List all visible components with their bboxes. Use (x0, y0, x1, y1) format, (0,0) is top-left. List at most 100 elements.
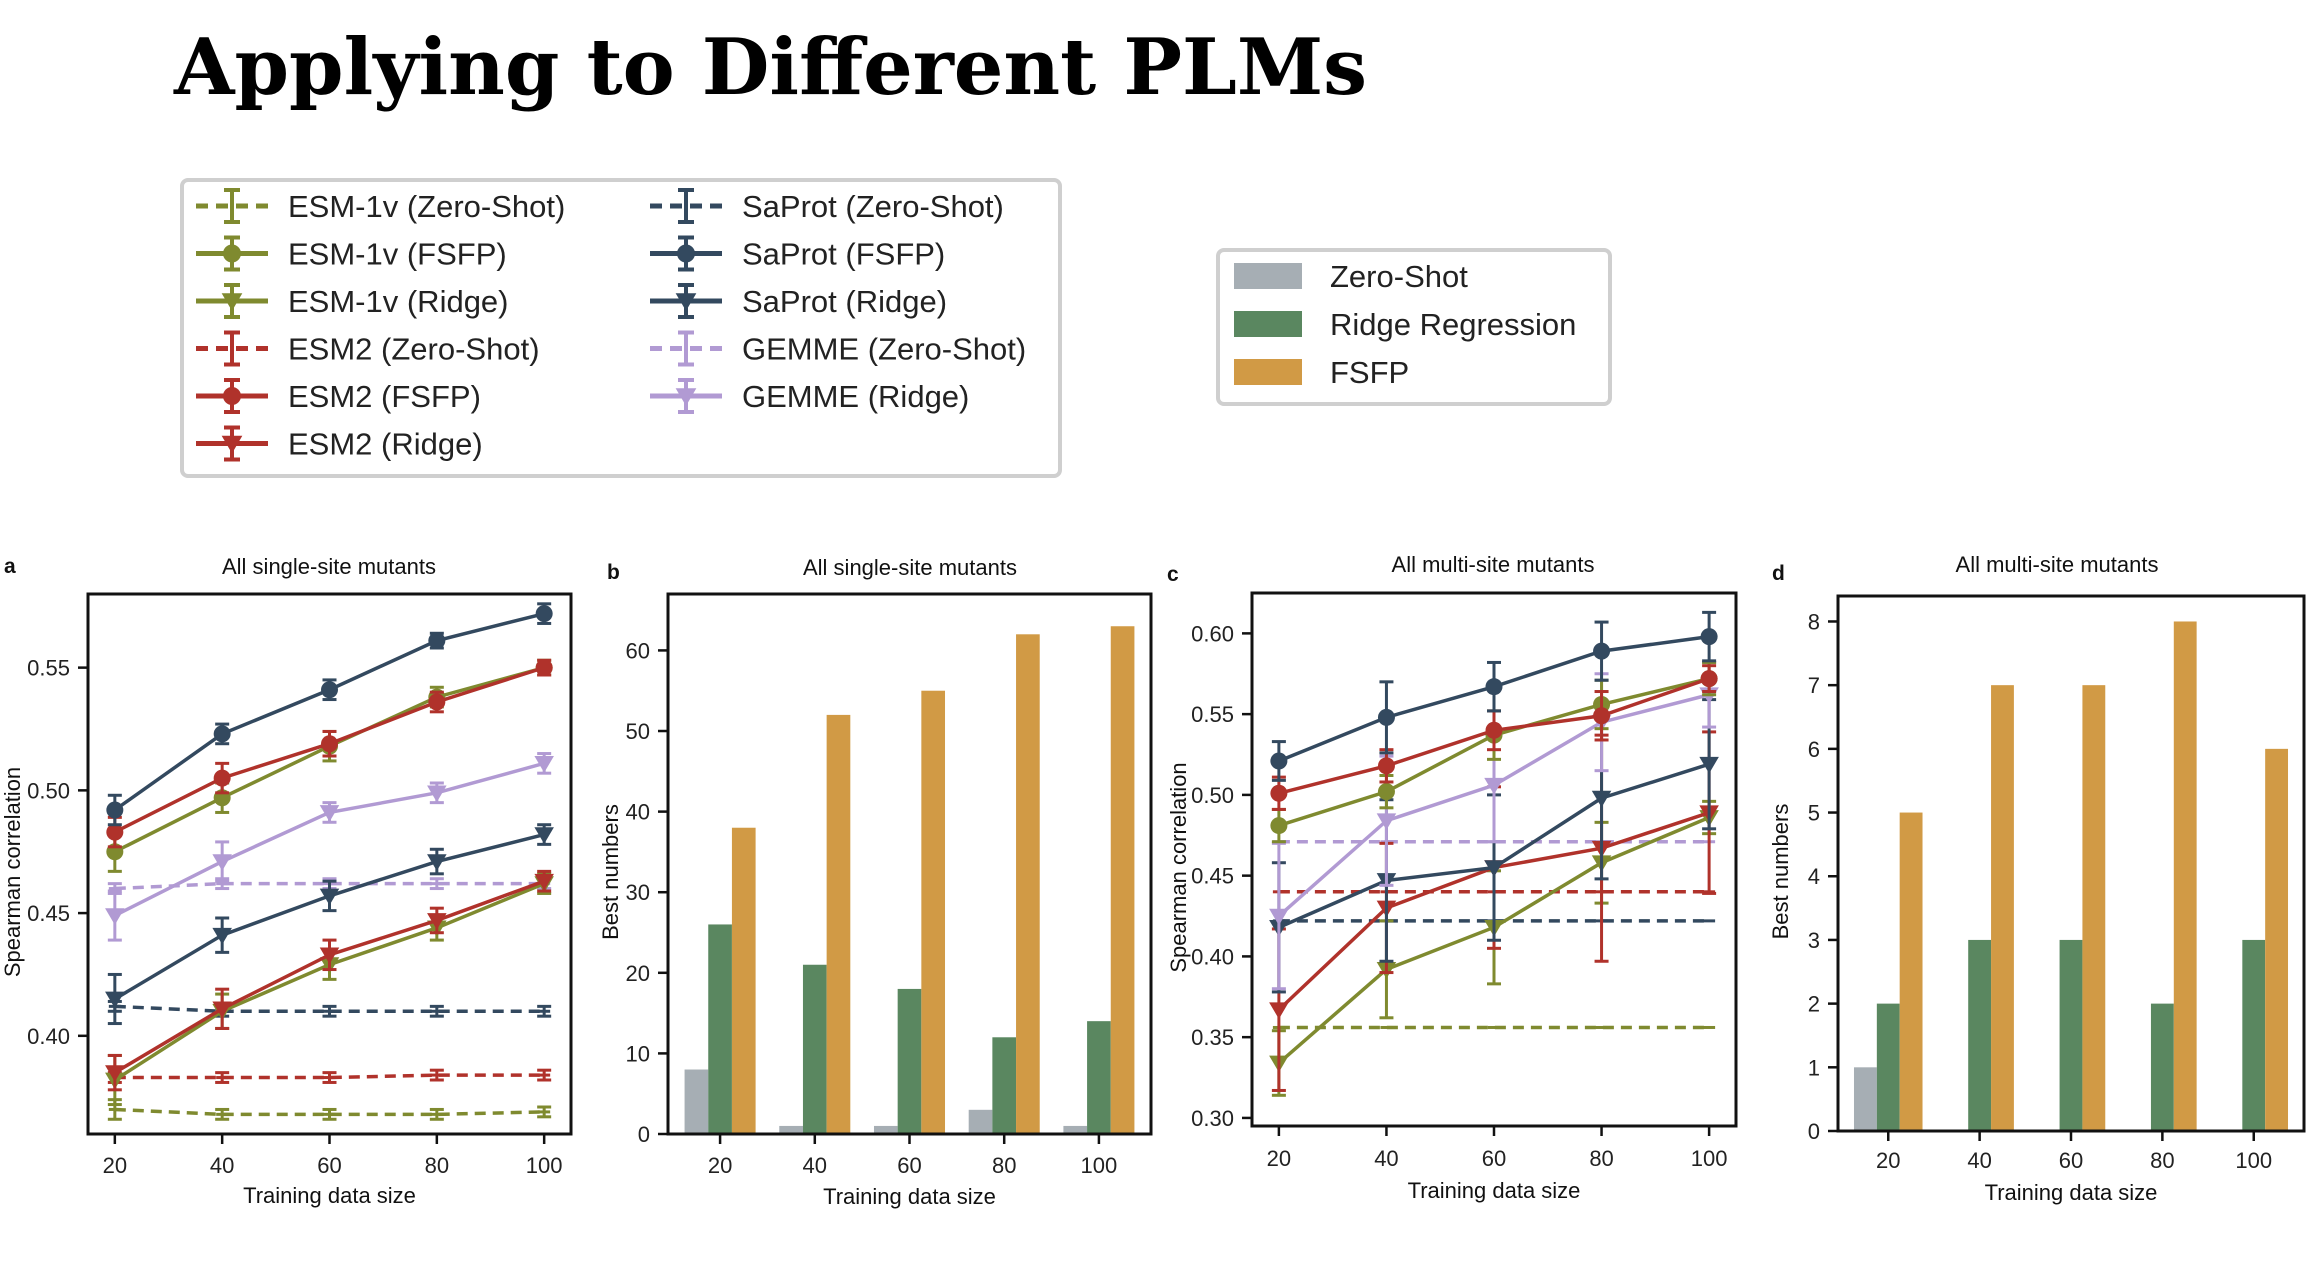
series-esm-1v-zero-shot (107, 1098, 552, 1121)
data-point (1376, 813, 1397, 831)
bar-ridge-regression-20 (708, 924, 732, 1134)
x-tick-label: 80 (1589, 1146, 1613, 1171)
legend-label: GEMME (Zero-Shot) (742, 332, 1026, 367)
data-point (1593, 642, 1611, 660)
legend-entry-esm2-fsfp: ESM2 (FSFP) (196, 378, 481, 414)
data-point (1485, 721, 1503, 739)
bar-ridge-regression-40 (802, 964, 827, 1134)
data-point (212, 1001, 232, 1019)
series-esm2-fsfp (1270, 664, 1718, 811)
legend-label: ESM-1v (Ridge) (288, 284, 509, 319)
x-tick-label: 20 (708, 1153, 732, 1178)
chart-title: All multi-site mutants (1392, 552, 1595, 577)
panel-letter: c (1167, 563, 1179, 586)
legend-marker-tri (675, 293, 697, 311)
data-point (106, 823, 124, 841)
y-tick-label: 50 (626, 719, 650, 744)
bar-ridge-regression-80 (992, 1037, 1017, 1134)
legend-entry-esm2-zero-shot: ESM2 (Zero-Shot) (196, 330, 540, 367)
bar-legend-swatch (1234, 311, 1302, 337)
legend-marker-circle (223, 244, 241, 263)
data-point (535, 659, 553, 677)
x-tick-label: 40 (1967, 1148, 1991, 1173)
bar-fsfp-80 (2173, 621, 2197, 1131)
x-tick-label: 40 (803, 1153, 827, 1178)
data-point (105, 908, 125, 925)
bar-zero-shot-100 (1063, 1125, 1088, 1134)
data-point (213, 769, 231, 787)
y-axis-label: Best numbers (598, 804, 623, 940)
data-point (1484, 860, 1504, 877)
bar-legend: Zero-Shot Ridge Regression FSFP (1216, 248, 1612, 406)
x-tick-label: 20 (103, 1153, 127, 1178)
y-tick-label: 0.60 (1191, 621, 1234, 646)
data-point (427, 913, 447, 930)
bar-zero-shot-20 (684, 1069, 709, 1134)
y-tick-label: 0.40 (27, 1024, 70, 1049)
legend-marker-circle (677, 244, 695, 263)
bar-zero-shot-20 (1853, 1067, 1877, 1131)
legend-entry-esm-1v-ridge: ESM-1v (Ridge) (196, 283, 509, 319)
x-tick-label: 40 (1374, 1146, 1398, 1171)
y-tick-label: 0 (1808, 1119, 1820, 1144)
y-tick-label: 0 (638, 1122, 650, 1147)
data-point (105, 1065, 125, 1082)
legend-entry-esm-1v-zero-shot: ESM-1v (Zero-Shot) (196, 188, 565, 224)
bar-legend-label: Ridge Regression (1330, 307, 1576, 342)
x-axis-label: Training data size (243, 1183, 416, 1208)
y-tick-label: 0.40 (1191, 944, 1234, 969)
bar-legend-swatch (1234, 359, 1302, 385)
bar-fsfp-100 (2265, 748, 2289, 1131)
data-point (1591, 790, 1612, 808)
series-esm2-fsfp (106, 658, 553, 849)
data-point (105, 991, 125, 1009)
data-point (535, 605, 553, 623)
bar-ridge-regression-80 (2150, 1003, 2174, 1131)
legend-label: ESM2 (Zero-Shot) (288, 332, 540, 367)
data-point (213, 725, 231, 743)
chart-d: 20 40 60 80 100 0 1 2 3 4 5 6 7 8 d All multi-site muta… (1768, 552, 2306, 1205)
bar-zero-shot-40 (779, 1125, 803, 1134)
data-point (1269, 908, 1289, 926)
bar-legend-entry-fsfp: FSFP (1234, 355, 1409, 390)
data-point (1270, 817, 1288, 835)
data-point (427, 854, 447, 871)
data-point (1485, 678, 1503, 696)
data-point (319, 805, 340, 822)
y-axis-label: Best numbers (1768, 804, 1793, 940)
bar-fsfp-40 (1991, 685, 2014, 1131)
legend-label: ESM2 (FSFP) (288, 379, 481, 414)
x-axis-label: Training data size (1985, 1180, 2158, 1205)
y-tick-label: 5 (1808, 801, 1820, 826)
x-tick-label: 40 (210, 1153, 234, 1178)
series-gemme-ridge (105, 752, 554, 942)
data-point (1377, 783, 1395, 801)
bar-zero-shot-80 (968, 1109, 993, 1134)
y-tick-label: 10 (626, 1041, 650, 1066)
y-tick-label: 0.55 (27, 656, 70, 681)
bar-fsfp-20 (1899, 812, 1923, 1131)
bar-legend-entry-zero-shot: Zero-Shot (1234, 259, 1468, 294)
y-tick-label: 60 (626, 638, 650, 663)
data-point (534, 873, 554, 891)
bar-fsfp-60 (921, 690, 946, 1134)
data-point (428, 632, 446, 650)
bar-legend-box (1216, 248, 1612, 406)
x-tick-label: 20 (1876, 1148, 1900, 1173)
legend-marker-tri (221, 435, 243, 454)
x-tick-label: 60 (2059, 1148, 2083, 1173)
y-tick-label: 0.50 (1191, 783, 1234, 808)
bar-ridge-regression-60 (2059, 939, 2083, 1131)
legend-entry-saprot-zero-shot: SaProt (Zero-Shot) (650, 188, 1004, 224)
x-tick-label: 100 (526, 1153, 563, 1178)
y-axis-label: Spearman correlation (1166, 762, 1191, 972)
x-tick-label: 100 (2235, 1148, 2272, 1173)
legend-marker-tri (675, 388, 697, 406)
legend-label: ESM2 (Ridge) (288, 427, 483, 462)
x-tick-label: 80 (425, 1153, 449, 1178)
series-esm2-zero-shot (107, 1068, 552, 1084)
y-tick-label: 8 (1808, 609, 1820, 634)
legend-entry-saprot-ridge: SaProt (Ridge) (650, 283, 947, 319)
data-point (534, 827, 554, 844)
y-tick-label: 0.45 (1191, 864, 1234, 889)
